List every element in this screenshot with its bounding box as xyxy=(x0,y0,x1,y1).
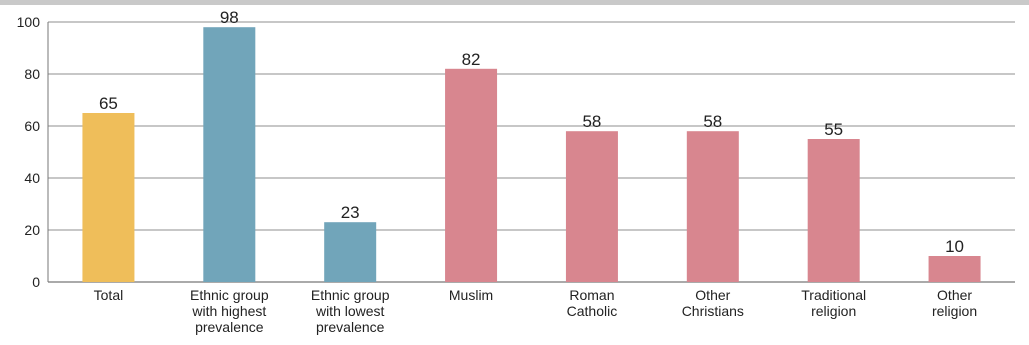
bars xyxy=(82,27,981,283)
bar xyxy=(203,27,256,283)
x-axis: Total Ethnic group with highest prevalenceE… xyxy=(94,287,977,335)
data-label: 58 xyxy=(703,112,722,131)
bar xyxy=(324,222,377,282)
x-category-label-line: prevalence xyxy=(195,319,264,335)
data-label: 55 xyxy=(824,120,843,139)
data-label: 98 xyxy=(220,8,239,27)
top-border xyxy=(0,0,1029,5)
x-category-label-line: with lowest xyxy=(315,303,385,319)
x-category-label: Other Christians xyxy=(682,287,744,319)
x-category-label-line: Ethnic group xyxy=(311,287,390,303)
x-category-label-line: Traditional xyxy=(801,287,866,303)
x-category-label-line: Other xyxy=(695,287,730,303)
x-category-label: Ethnic group with highest prevalence xyxy=(190,287,269,335)
x-category-label-line: Catholic xyxy=(567,303,618,319)
data-label: 65 xyxy=(99,94,118,113)
x-category-label-line: Ethnic group xyxy=(190,287,269,303)
x-category-label-line: religion xyxy=(932,303,977,319)
bar xyxy=(565,131,618,282)
bar xyxy=(928,256,981,282)
x-category-label-line: prevalence xyxy=(316,319,385,335)
x-category-label-line: religion xyxy=(811,303,856,319)
data-label: 10 xyxy=(945,237,964,256)
data-label: 23 xyxy=(341,203,360,222)
y-tick-label: 40 xyxy=(24,170,40,186)
x-category-label: Roman Catholic xyxy=(567,287,618,319)
y-tick-label: 20 xyxy=(24,222,40,238)
y-axis: 0 20 40 60 80 100 xyxy=(17,14,49,290)
data-label: 82 xyxy=(462,50,481,69)
y-tick-label: 0 xyxy=(32,274,40,290)
x-category-label: Ethnic group with lowest prevalence xyxy=(311,287,390,335)
bar xyxy=(807,139,860,282)
x-category-label-line: Roman xyxy=(569,287,614,303)
y-tick-label: 100 xyxy=(17,14,41,30)
x-category-label-line: Christians xyxy=(682,303,744,319)
x-category-label-line: Total xyxy=(94,287,124,303)
bar xyxy=(445,68,498,282)
data-label: 58 xyxy=(582,112,601,131)
bar xyxy=(82,113,135,282)
data-labels: 65 98 23 82 58 58 55 10 xyxy=(99,8,964,256)
y-tick-label: 80 xyxy=(24,66,40,82)
x-category-label-line: with highest xyxy=(191,303,266,319)
y-tick-label: 60 xyxy=(24,118,40,134)
x-category-label: Total xyxy=(94,287,124,303)
x-category-label-line: Muslim xyxy=(449,287,493,303)
gridlines xyxy=(48,21,1015,283)
x-category-label-line: Other xyxy=(937,287,972,303)
bar xyxy=(686,131,739,282)
x-category-label: Other religion xyxy=(932,287,977,319)
x-category-label: Traditional religion xyxy=(801,287,866,319)
x-category-label: Muslim xyxy=(449,287,493,303)
